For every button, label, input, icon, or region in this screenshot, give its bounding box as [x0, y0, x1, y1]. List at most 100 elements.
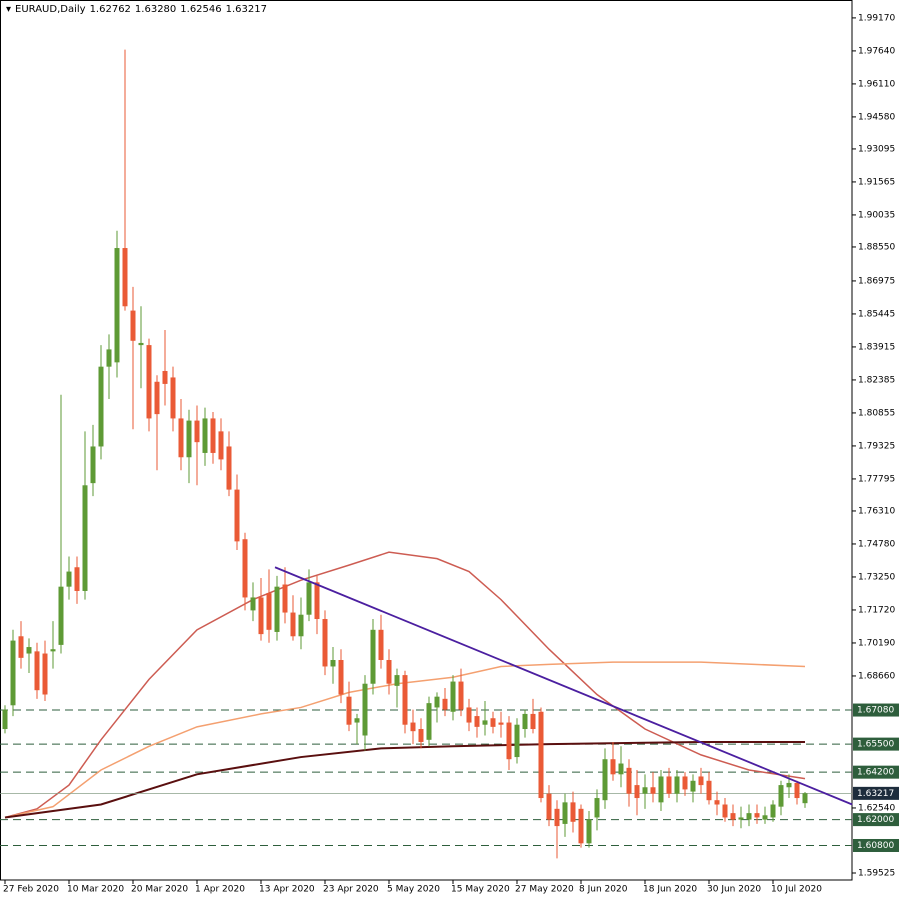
candle-body — [210, 418, 216, 453]
candle-body — [218, 431, 224, 460]
candle-body — [466, 707, 472, 723]
candle-body — [338, 660, 344, 695]
candle-body — [362, 683, 368, 736]
y-tick-label: 1.82385 — [858, 375, 895, 385]
candle-body — [194, 420, 200, 443]
candle-body — [34, 651, 40, 691]
candle-body — [98, 366, 104, 447]
candle-body — [682, 776, 688, 790]
candle-body — [306, 582, 312, 615]
candle-body — [490, 718, 496, 727]
candle-body — [762, 815, 768, 820]
candle-body — [554, 808, 560, 827]
candle-body — [386, 660, 392, 684]
header-value: 1.63280 — [134, 4, 177, 15]
candle-body — [170, 377, 176, 419]
level-label: 1.62000 — [857, 815, 894, 825]
candle-body — [802, 793, 808, 804]
y-tick-label: 1.96110 — [858, 79, 895, 89]
y-tick-label: 1.97640 — [858, 46, 895, 56]
candle-body — [674, 776, 680, 794]
x-tick-label: 8 Jun 2020 — [579, 885, 628, 895]
y-tick-label: 1.76310 — [858, 506, 895, 516]
candle-body — [322, 619, 328, 667]
candle-body — [642, 787, 648, 794]
candle-body — [370, 629, 376, 684]
candle-body — [274, 586, 280, 632]
candle-body — [282, 584, 288, 613]
moving-average — [4, 551, 806, 819]
x-tick-label: 1 Apr 2020 — [195, 885, 245, 895]
y-tick-label: 1.93095 — [858, 144, 895, 154]
candle-body — [18, 636, 24, 658]
level-label-box — [853, 813, 899, 827]
y-tick-label: 1.83915 — [858, 342, 895, 352]
candle-body — [226, 446, 232, 490]
level-label-box — [853, 765, 899, 779]
candle-body — [90, 446, 96, 484]
candle-body — [418, 729, 424, 742]
candle-body — [114, 248, 120, 363]
x-tick-label: 30 Jun 2020 — [707, 885, 761, 895]
candle-body — [522, 713, 528, 730]
x-tick-label: 15 May 2020 — [451, 885, 510, 895]
candle-body — [290, 612, 296, 637]
candle-body — [154, 381, 160, 415]
level-label: 1.67080 — [857, 706, 894, 716]
symbol: EURAUD,Daily — [15, 4, 86, 15]
y-tick-label: 1.77795 — [858, 474, 895, 484]
candle-body — [410, 722, 416, 732]
candle-body — [58, 586, 64, 645]
x-tick-label: 5 May 2020 — [387, 885, 440, 895]
plot-frame — [0, 0, 853, 881]
candle-body — [450, 681, 456, 712]
level-label: 1.64200 — [857, 768, 894, 778]
candle-body — [298, 614, 304, 637]
candle-body — [786, 782, 792, 788]
x-tick-label: 10 Mar 2020 — [67, 885, 124, 895]
candle-body — [106, 349, 112, 367]
candle-body — [770, 804, 776, 818]
candle-body — [50, 649, 56, 652]
candle-body — [330, 660, 336, 667]
header-value: 1.62546 — [180, 4, 222, 15]
candle-body — [586, 819, 592, 844]
menu-arrow: ▾ — [6, 4, 12, 15]
candle-body — [266, 593, 272, 630]
candle-body — [314, 582, 320, 620]
candle-body — [2, 709, 8, 730]
candle-body — [442, 698, 448, 710]
level-label: 1.65500 — [857, 740, 894, 750]
x-tick-label: 23 Apr 2020 — [323, 885, 379, 895]
y-tick-label: 1.99170 — [858, 13, 895, 23]
x-tick-label: 27 Feb 2020 — [3, 885, 59, 895]
candle-body — [234, 489, 240, 542]
candle-body — [730, 813, 736, 820]
candle-body — [538, 711, 544, 799]
candle-body — [82, 485, 88, 591]
candle-body — [602, 759, 608, 801]
candle-body — [562, 802, 568, 824]
candle-body — [394, 675, 400, 686]
candle-body — [754, 813, 760, 818]
candle-body — [626, 767, 632, 794]
candle-body — [242, 539, 248, 598]
candle-body — [10, 640, 16, 706]
candle-body — [138, 342, 144, 346]
candle-body — [354, 718, 360, 723]
y-tick-label: 1.59525 — [858, 868, 895, 878]
y-tick-label: 1.70190 — [858, 638, 895, 648]
y-tick-label: 1.91565 — [858, 177, 895, 187]
candle-body — [178, 418, 184, 458]
y-tick-label: 1.85445 — [858, 309, 895, 319]
header: ▾ EURAUD,Daily 1.62762 1.63280 1.62546 1.6321… — [6, 4, 271, 15]
y-tick-label: 1.88550 — [858, 242, 895, 252]
x-tick-label: 13 Apr 2020 — [259, 885, 315, 895]
candle-body — [202, 418, 208, 453]
candle-body — [714, 800, 720, 805]
y-tick-label: 1.86975 — [858, 276, 895, 286]
y-tick-label: 1.90035 — [858, 210, 895, 220]
y-tick-label: 1.79325 — [858, 441, 895, 451]
